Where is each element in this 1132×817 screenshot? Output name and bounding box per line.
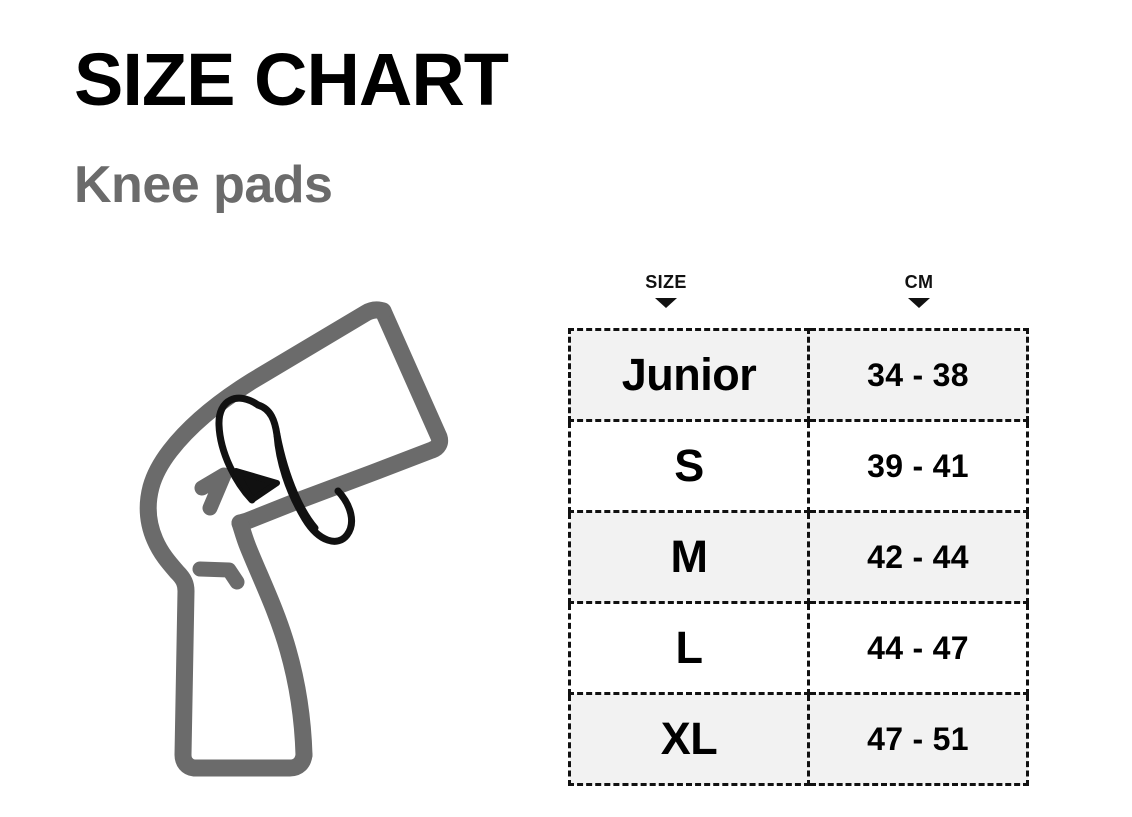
measurement-arrow-head: [233, 468, 280, 503]
cell-size: L: [568, 601, 810, 695]
chevron-down-icon: [908, 298, 930, 308]
table-row: XL 47 - 51: [568, 692, 1029, 786]
measurement-loop-arrow: [215, 394, 356, 545]
table-row: S 39 - 41: [568, 419, 1029, 513]
column-headers: SIZE CM: [568, 272, 1026, 328]
column-header-cm-label: CM: [904, 272, 934, 292]
cell-cm: 44 - 47: [807, 601, 1029, 695]
cell-size: M: [568, 510, 810, 604]
size-table-region: SIZE CM Junior 34 - 38 S 39 - 41: [568, 272, 1029, 786]
cell-cm: 47 - 51: [807, 692, 1029, 786]
table-row: L 44 - 47: [568, 601, 1029, 695]
knee-detail-strokes: [192, 467, 245, 590]
cell-cm: 34 - 38: [807, 328, 1029, 422]
table-row: M 42 - 44: [568, 510, 1029, 604]
cell-size: Junior: [568, 328, 810, 422]
size-table: Junior 34 - 38 S 39 - 41 M 42 - 44 L 44 …: [568, 328, 1029, 786]
cell-size: S: [568, 419, 810, 513]
chevron-down-icon: [655, 298, 677, 308]
leg-outline-path: [139, 301, 449, 777]
column-header-size-label: SIZE: [645, 272, 687, 292]
cell-cm: 42 - 44: [807, 510, 1029, 604]
column-header-size: SIZE: [606, 272, 726, 308]
cell-size: XL: [568, 692, 810, 786]
knee-pad-leg-diagram: [139, 301, 449, 777]
page-subtitle: Knee pads: [74, 156, 333, 214]
knee-pad-illustration: [72, 285, 472, 795]
column-header-cm: CM: [859, 272, 979, 308]
cell-cm: 39 - 41: [807, 419, 1029, 513]
table-row: Junior 34 - 38: [568, 328, 1029, 422]
page-title: SIZE CHART: [74, 38, 509, 121]
